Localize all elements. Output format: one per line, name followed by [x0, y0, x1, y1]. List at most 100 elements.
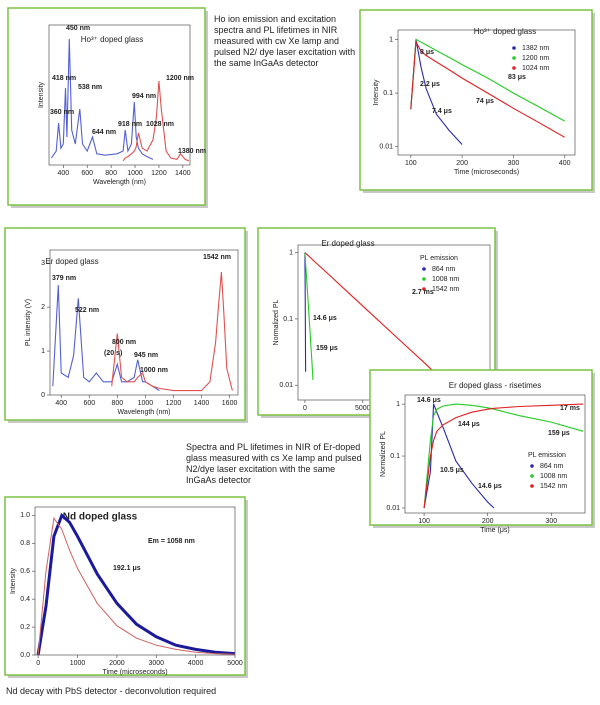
- y-axis-label: Intensity: [373, 79, 380, 106]
- chart-title: Nd doped glass: [63, 512, 138, 523]
- x-tick-label: 100: [418, 518, 430, 525]
- x-tick-label: 2000: [109, 660, 125, 667]
- y-tick-label: 1: [396, 401, 400, 408]
- annotation: 538 nm: [78, 84, 102, 91]
- series-line: [37, 516, 236, 656]
- x-tick-label: 600: [81, 170, 93, 177]
- series-line: [304, 252, 307, 372]
- annotation: 7.4 μs: [432, 108, 452, 115]
- legend-label: 864 nm: [432, 266, 456, 273]
- legend-marker: [422, 277, 426, 281]
- annotation: 14.6 μs: [417, 397, 441, 404]
- y-tick-label: 0.01: [386, 505, 400, 512]
- legend-marker: [530, 474, 534, 478]
- y-tick-label: 0.2: [20, 624, 30, 631]
- series-line: [36, 512, 236, 656]
- x-tick-label: 1200: [151, 170, 167, 177]
- y-tick-label: 0.6: [20, 568, 30, 575]
- x-tick-label: 1200: [166, 400, 182, 407]
- annotation: Em = 1058 nm: [148, 538, 195, 545]
- annotation: 918 nm: [118, 121, 142, 128]
- legend-title: PL emission: [420, 255, 458, 262]
- panel: [7, 7, 206, 206]
- y-axis-label: Intensity: [38, 81, 45, 108]
- annotation: 379 nm: [52, 275, 76, 282]
- y-tick-label: 2: [41, 304, 45, 311]
- legend-marker: [530, 464, 534, 468]
- chart-title: Ho³⁺ doped glass: [81, 35, 143, 44]
- legend-marker: [530, 484, 534, 488]
- annotation: 418 nm: [52, 75, 76, 82]
- y-axis-label: Normalized PL: [380, 431, 387, 477]
- annotation: 2.7 ms: [412, 289, 434, 296]
- y-tick-label: 0.01: [279, 382, 293, 389]
- annotation: 83 μs: [508, 74, 526, 81]
- series-line: [304, 252, 314, 381]
- x-tick-label: 300: [508, 160, 520, 167]
- x-tick-label: 3000: [148, 660, 164, 667]
- x-tick-label: 1400: [194, 400, 210, 407]
- x-tick-label: 100: [405, 160, 417, 167]
- legend-marker: [422, 267, 426, 271]
- legend-label: 1008 nm: [432, 276, 459, 283]
- plot-frame: [404, 394, 586, 514]
- y-tick-label: 0.0: [20, 652, 30, 659]
- annotation: 1000 nm: [140, 367, 168, 374]
- x-tick-label: 1400: [175, 170, 191, 177]
- y-tick-label: 0.1: [390, 453, 400, 460]
- series-line: [423, 403, 584, 509]
- annotation: 192.1 μs: [113, 565, 141, 572]
- x-tick-label: 1000: [70, 660, 86, 667]
- x-tick-label: 400: [57, 170, 69, 177]
- y-axis-label: Intensity: [10, 567, 17, 594]
- annotation: 800 nm: [112, 339, 136, 346]
- legend-label: 864 nm: [540, 463, 564, 470]
- y-tick-label: 0.1: [383, 90, 393, 97]
- x-tick-label: 400: [55, 400, 67, 407]
- y-tick-label: 0.01: [379, 144, 393, 151]
- series-line: [410, 40, 565, 138]
- x-tick-label: 200: [482, 518, 494, 525]
- annotation: 144 μs: [458, 421, 480, 428]
- y-axis-label: Normalized PL: [273, 299, 280, 345]
- y-tick-label: 1: [389, 36, 393, 43]
- annotation: 159 μs: [548, 430, 570, 437]
- legend-label: 1024 nm: [522, 65, 549, 72]
- annotation: 74 μs: [476, 98, 494, 105]
- chart-title: Er doped glass - risetimes: [449, 381, 541, 390]
- annotation: 1380 nm: [178, 148, 206, 155]
- annotation: 1028 nm: [146, 121, 174, 128]
- x-tick-label: 200: [456, 160, 468, 167]
- legend-label: 1542 nm: [432, 286, 459, 293]
- legend-label: 1542 nm: [540, 483, 567, 490]
- annotation: 945 nm: [134, 352, 158, 359]
- x-tick-label: 1000: [138, 400, 154, 407]
- annotation: 14.6 μs: [313, 315, 337, 322]
- x-axis-label: Time (microseconds): [102, 669, 167, 676]
- x-tick-label: 1000: [127, 170, 143, 177]
- x-axis-label: Wavelength (nm): [93, 179, 146, 186]
- caption: Spectra and PL lifetimes in NIR of Er-do…: [186, 442, 362, 485]
- legend-label: 1200 nm: [522, 55, 549, 62]
- x-axis-label: Wavelength (nm): [117, 409, 170, 416]
- caption: Nd decay with PbS detector - deconvoluti…: [6, 686, 217, 696]
- x-axis-label: Time (microseconds): [454, 169, 519, 176]
- x-tick-label: 800: [105, 170, 117, 177]
- legend-marker: [512, 46, 516, 50]
- annotation: (20 s): [104, 350, 122, 357]
- annotation: 644 nm: [92, 129, 116, 136]
- annotation: 994 nm: [132, 93, 156, 100]
- chart-title: Er doped glass: [321, 239, 374, 248]
- caption: Ho ion emission and excitation spectra a…: [214, 14, 356, 68]
- plot-frame: [397, 29, 576, 156]
- y-tick-label: 3: [41, 260, 45, 267]
- annotation: 17 ms: [560, 405, 580, 412]
- annotation: 2.2 μs: [420, 81, 440, 88]
- legend-label: 1382 nm: [522, 45, 549, 52]
- annotation: 360 nm: [50, 109, 74, 116]
- y-tick-label: 0.4: [20, 596, 30, 603]
- annotation: 14.6 μs: [478, 483, 502, 490]
- x-tick-label: 0: [36, 660, 40, 667]
